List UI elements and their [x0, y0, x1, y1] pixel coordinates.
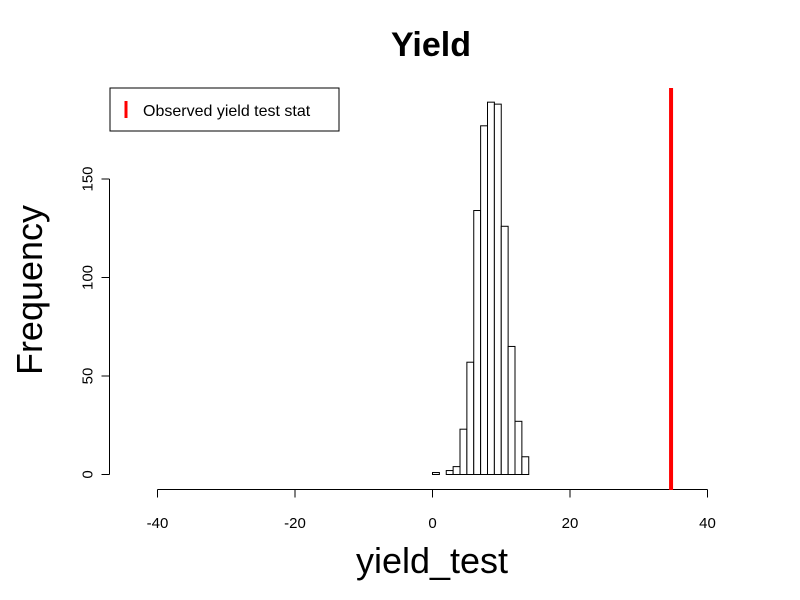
histogram-bar — [480, 125, 488, 475]
y-tick-label: 50 — [80, 368, 97, 385]
x-axis-title: yield_test — [356, 540, 508, 581]
histogram-bar — [466, 361, 475, 475]
histogram-bar — [487, 101, 495, 475]
x-tick-label: 0 — [428, 515, 436, 532]
histogram-bar — [521, 456, 530, 475]
histogram-bar — [432, 472, 440, 475]
legend-label: Observed yield test stat — [143, 103, 311, 120]
y-axis-title: Frequency — [9, 205, 50, 375]
histogram-bar — [445, 470, 454, 475]
x-tick-label: 20 — [562, 515, 579, 532]
chart-title: Yield — [391, 26, 471, 64]
histogram-bar — [507, 345, 516, 476]
x-tick-label: -40 — [147, 515, 169, 532]
x-tick-label: -20 — [284, 515, 306, 532]
histogram-bar — [452, 466, 461, 475]
y-tick-label: 0 — [80, 470, 97, 478]
histogram-bar — [514, 420, 523, 475]
x-axis: -40 -20 0 20 40 — [147, 489, 716, 532]
histogram-bar — [500, 225, 509, 475]
histogram-bars — [432, 101, 530, 476]
histogram-bar — [473, 210, 482, 476]
y-tick-label: 100 — [80, 265, 97, 290]
legend-box — [109, 87, 340, 132]
histogram-bar — [459, 428, 468, 476]
y-tick-label: 150 — [80, 166, 97, 191]
histogram-bar — [493, 103, 502, 475]
y-axis: 0 50 100 150 — [80, 166, 110, 479]
legend: Observed yield test stat — [109, 87, 340, 132]
x-tick-label: 40 — [699, 515, 716, 532]
